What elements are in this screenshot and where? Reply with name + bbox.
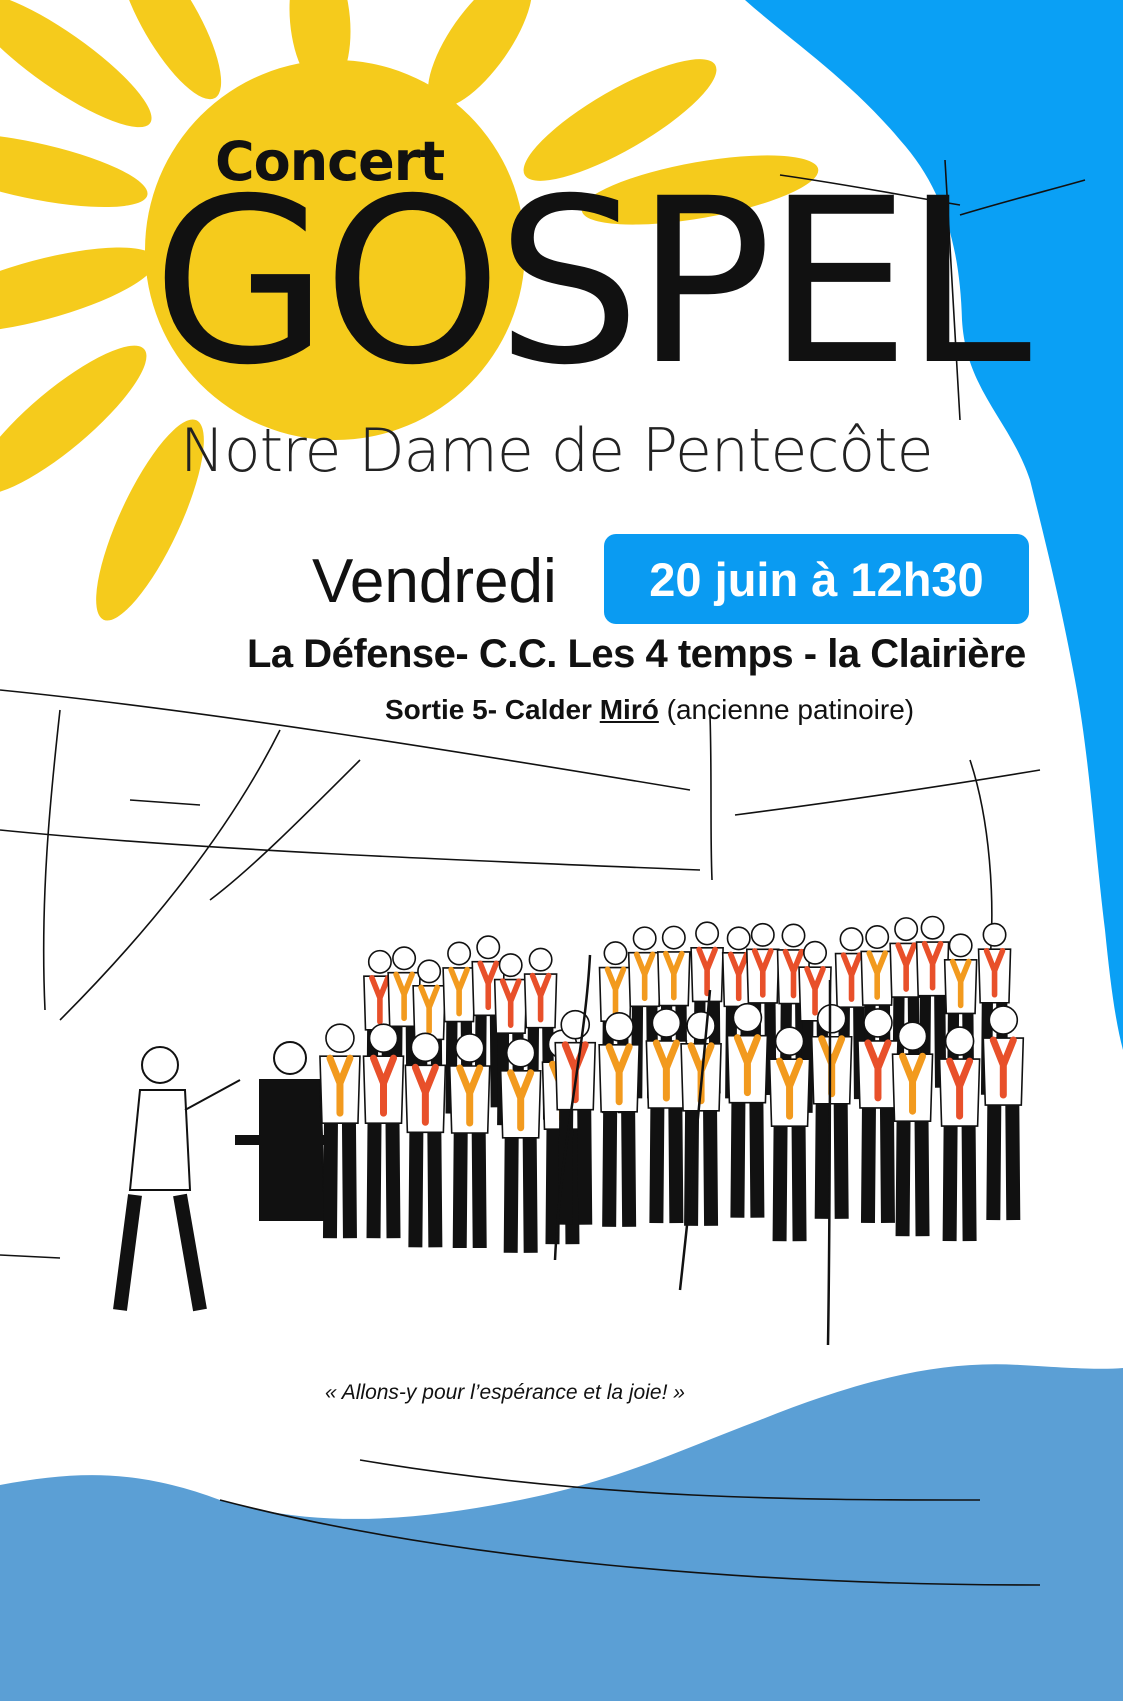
blue-sky-shape <box>745 0 1123 1050</box>
choir-member <box>680 1010 722 1226</box>
choir-member <box>554 1009 597 1225</box>
choir-member <box>982 1005 1025 1221</box>
choir-member <box>499 1038 542 1253</box>
choir-member <box>891 1021 934 1237</box>
choir-member <box>404 1032 447 1248</box>
event-location: La Défense- C.C. Les 4 temps - la Clairi… <box>247 632 1026 676</box>
choir-member <box>938 1026 981 1242</box>
exit-note: (ancienne patinoire) <box>658 694 915 725</box>
exit-name: Miró <box>599 694 659 725</box>
blue-wave-shape <box>0 1364 1123 1701</box>
choir-members <box>319 915 1025 1253</box>
event-date-time: 20 juin à 12h30 <box>649 552 984 606</box>
choir-member <box>448 1033 491 1249</box>
event-day: Vendredi <box>312 547 557 616</box>
sun-icon <box>0 0 819 621</box>
poster-title: GOSPEL <box>152 149 1031 415</box>
choir-member <box>857 1008 899 1223</box>
sketch-lines <box>0 159 1086 1586</box>
choir-member <box>362 1023 405 1239</box>
choir-illustration <box>113 915 1025 1346</box>
choir-member <box>319 1023 361 1239</box>
church-name: Notre Dame de Pentecôte <box>180 416 933 486</box>
date-badge: 20 juin à 12h30 <box>604 534 1029 624</box>
choir-member <box>645 1008 688 1224</box>
concert-label: Concert <box>215 130 445 193</box>
exit-prefix: Sortie 5- Calder <box>385 694 600 725</box>
quote: « Allons-y pour l’espérance et la joie! … <box>325 1381 685 1404</box>
choir-member <box>598 1012 640 1227</box>
choir-member <box>726 1002 769 1218</box>
event-exit: Sortie 5- Calder Miró (ancienne patinoir… <box>385 694 914 726</box>
choir-member <box>768 1026 811 1242</box>
choir-member <box>810 1003 853 1219</box>
